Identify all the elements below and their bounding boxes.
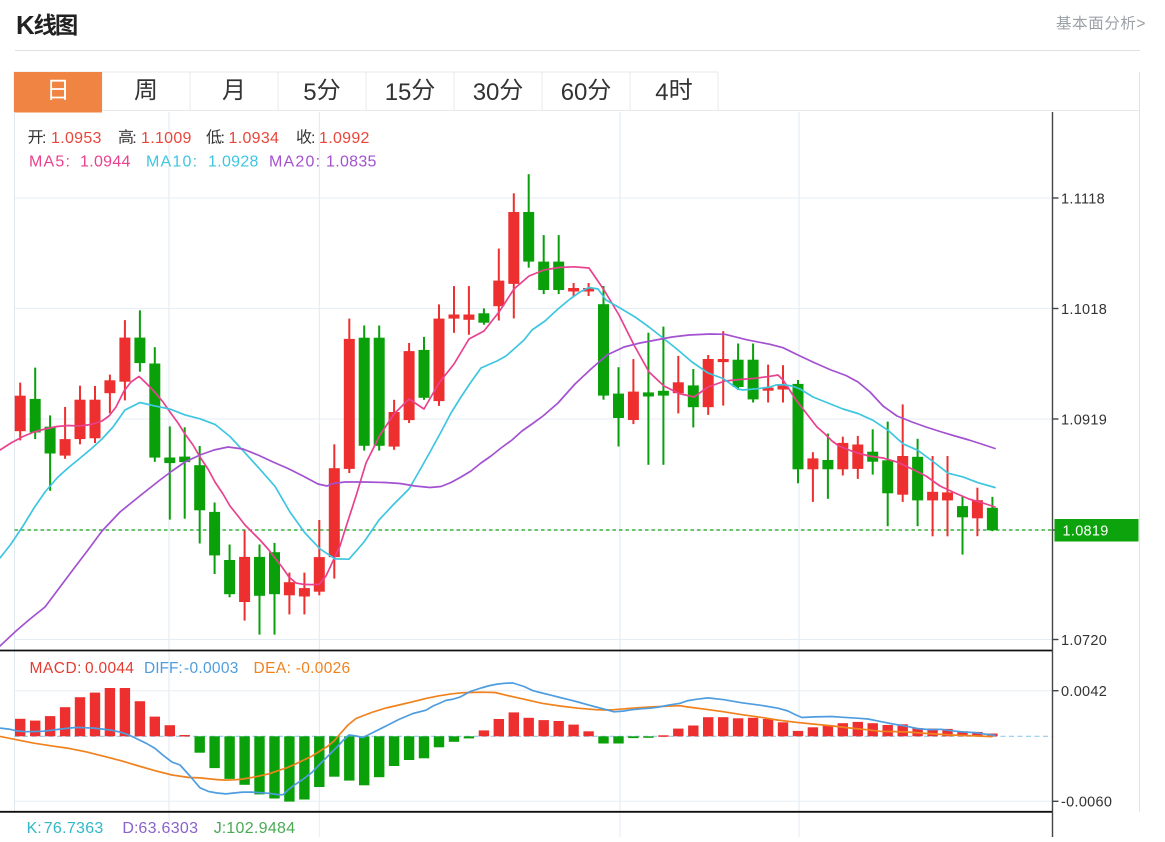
svg-text:1.1009: 1.1009: [141, 130, 192, 147]
svg-text:60: 60: [561, 79, 588, 106]
svg-text:76.7363: 76.7363: [44, 820, 104, 837]
svg-text::: :: [221, 130, 225, 147]
svg-text:4: 4: [655, 79, 668, 106]
svg-text:1.1118: 1.1118: [1061, 191, 1105, 207]
svg-text:1.0720: 1.0720: [1061, 633, 1107, 649]
svg-text:J:: J:: [214, 820, 226, 837]
svg-text:1.0934: 1.0934: [229, 130, 280, 147]
svg-text:102.9484: 102.9484: [226, 820, 295, 837]
svg-text:DEA:: DEA:: [254, 660, 292, 677]
svg-text:30: 30: [473, 79, 500, 106]
svg-text:1.0944: 1.0944: [80, 154, 131, 171]
svg-text::: :: [42, 130, 46, 147]
svg-text::: :: [311, 130, 315, 147]
svg-text:MA5:: MA5:: [29, 154, 71, 171]
svg-text:1.0953: 1.0953: [51, 130, 102, 147]
svg-text:-0.0003: -0.0003: [184, 660, 239, 677]
svg-text:MA20:: MA20:: [269, 154, 321, 171]
svg-text:0.0044: 0.0044: [85, 660, 134, 677]
svg-text:1.0992: 1.0992: [319, 130, 370, 147]
svg-text:15: 15: [385, 79, 412, 106]
svg-text:DIFF:: DIFF:: [144, 660, 183, 677]
svg-text:0.0042: 0.0042: [1061, 684, 1107, 700]
svg-text:MA10:: MA10:: [146, 154, 198, 171]
svg-text:1.1018: 1.1018: [1061, 302, 1107, 318]
svg-text:>: >: [1136, 15, 1145, 32]
svg-text::: :: [132, 130, 136, 147]
svg-text:-0.0026: -0.0026: [296, 660, 351, 677]
svg-text:1.0835: 1.0835: [326, 154, 377, 171]
svg-text:D:: D:: [122, 820, 138, 837]
svg-text:1.0919: 1.0919: [1061, 412, 1107, 428]
svg-text:K: K: [16, 10, 35, 40]
svg-text:-0.0060: -0.0060: [1061, 795, 1112, 811]
svg-text:63.6303: 63.6303: [138, 820, 198, 837]
svg-text:5: 5: [303, 79, 316, 106]
svg-text:MACD:: MACD:: [30, 660, 82, 677]
svg-text:1.0928: 1.0928: [208, 154, 259, 171]
svg-text:K:: K:: [27, 820, 42, 837]
svg-text:1.0819: 1.0819: [1063, 524, 1109, 540]
